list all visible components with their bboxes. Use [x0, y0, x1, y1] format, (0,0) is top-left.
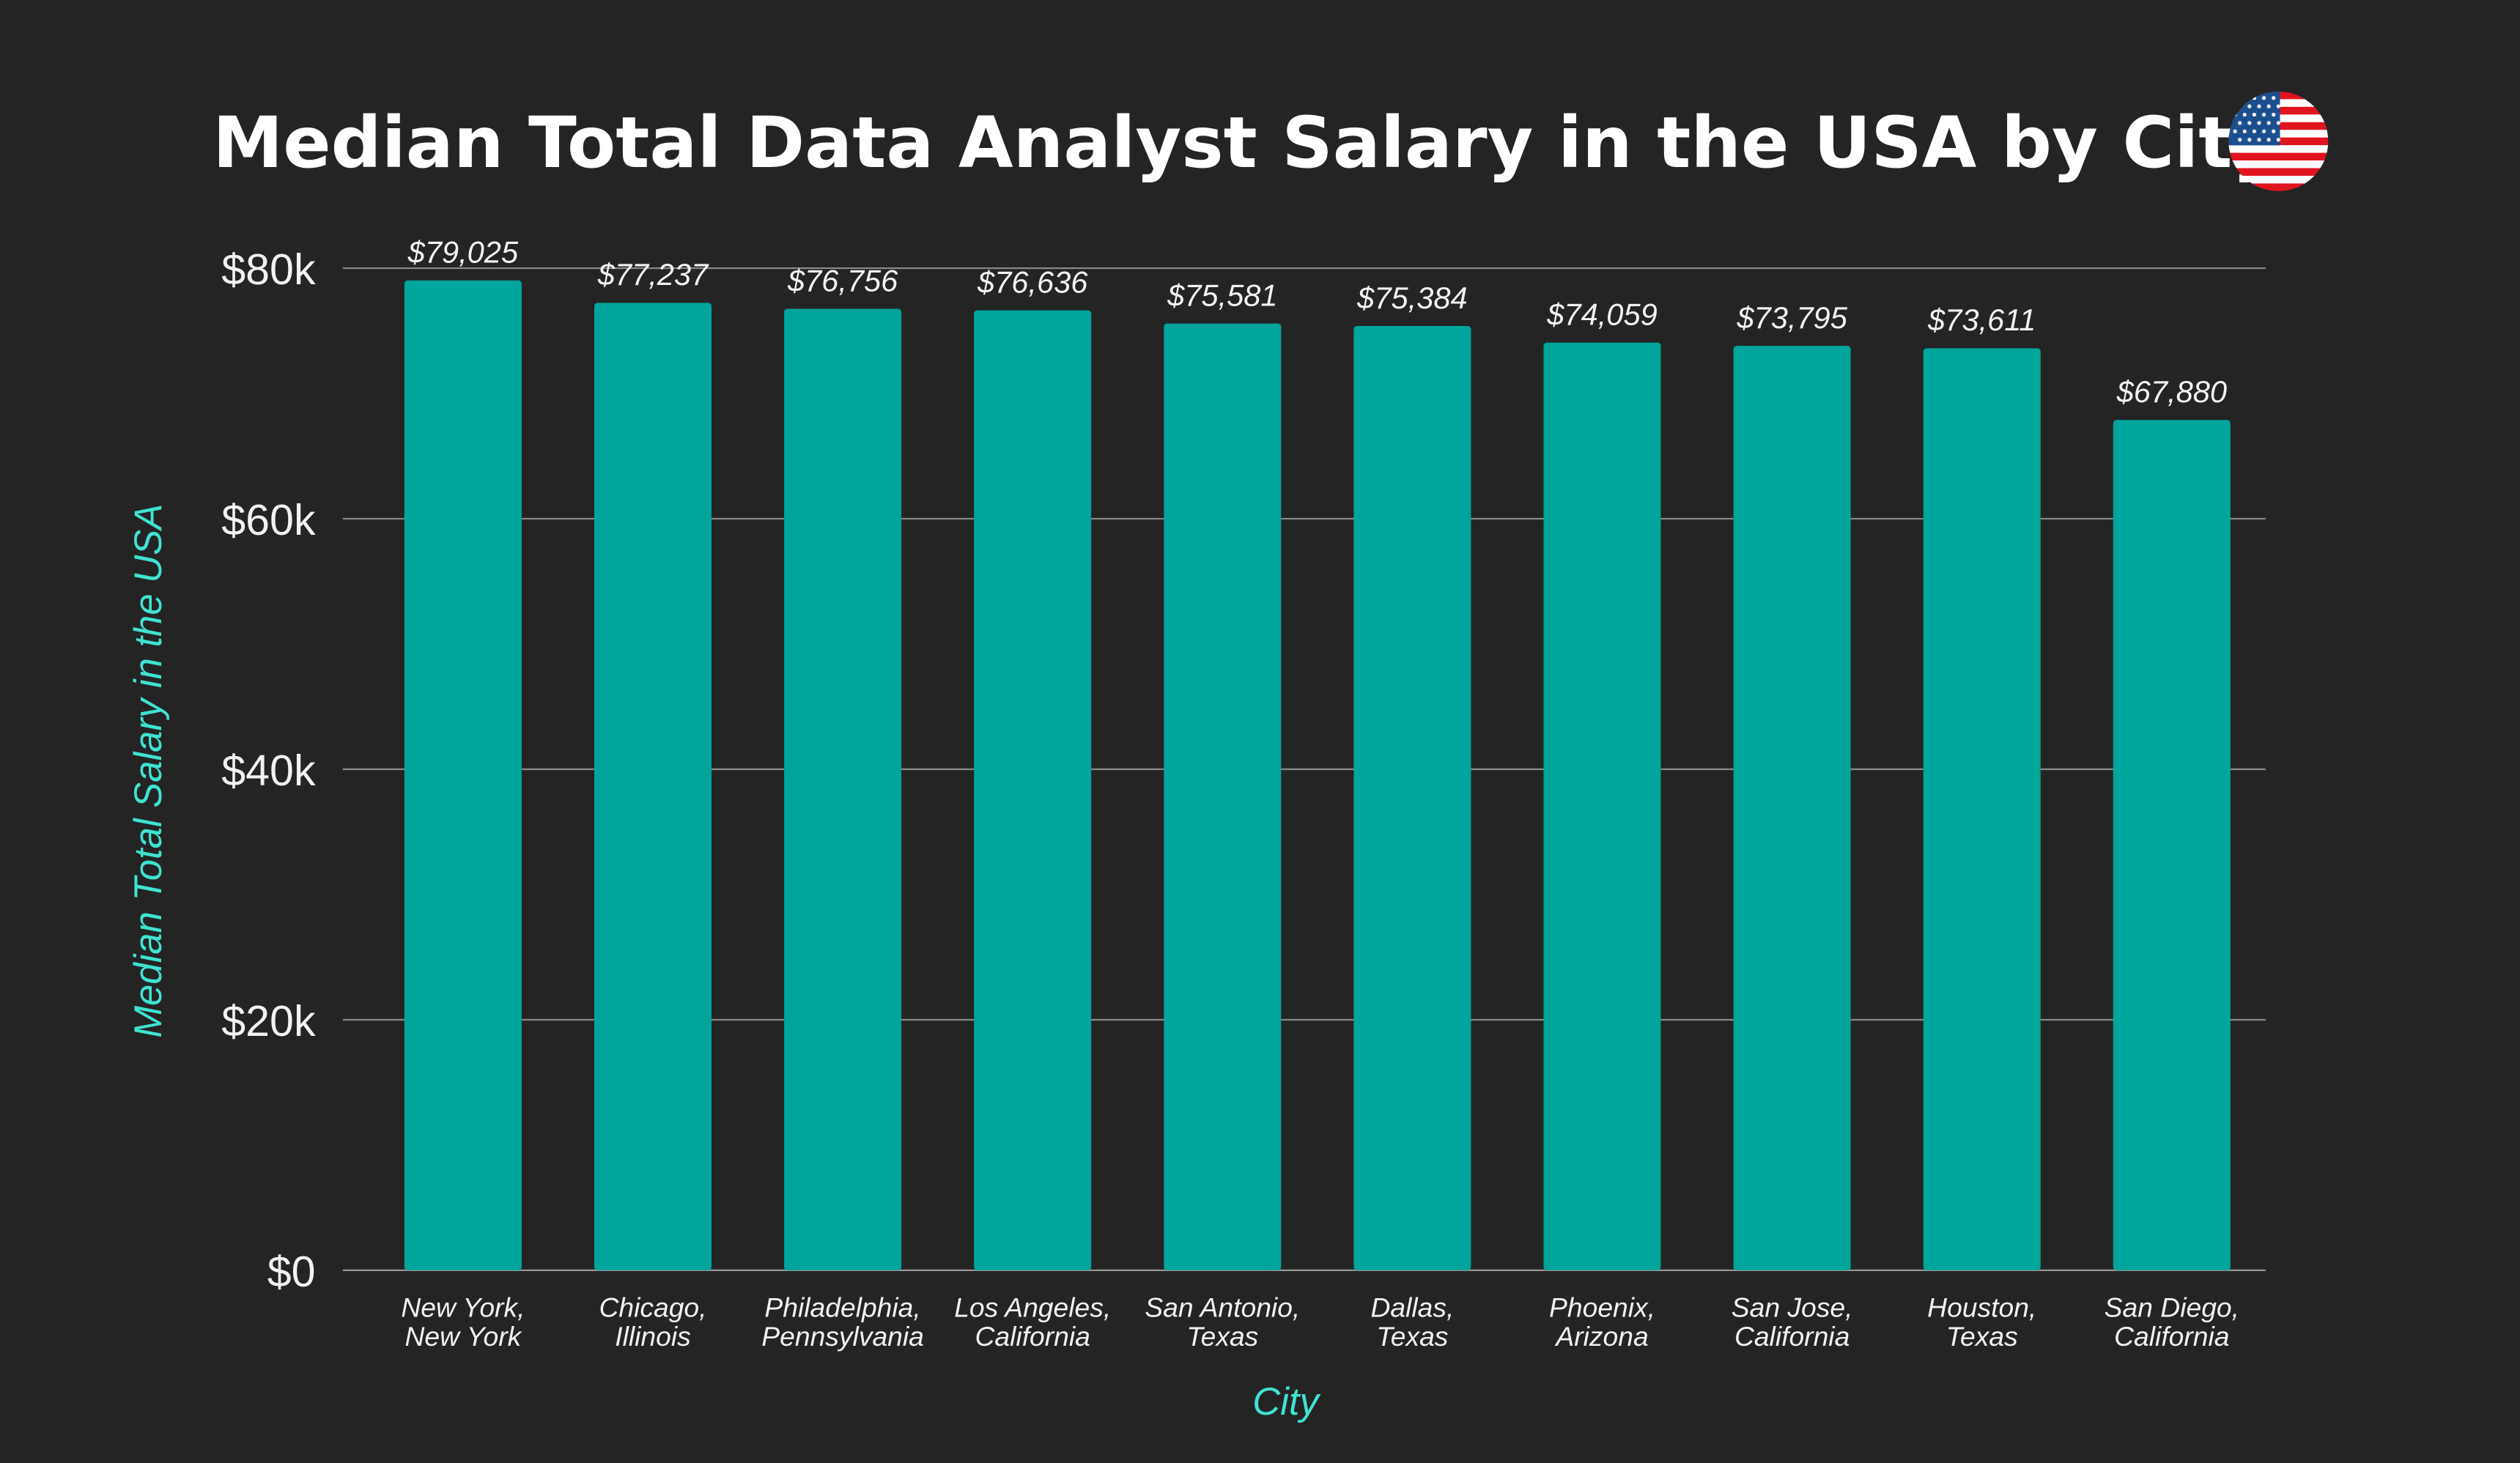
flag-star — [2257, 121, 2261, 125]
y-tick-label: $0 — [267, 1247, 316, 1296]
bar — [974, 310, 1092, 1270]
x-tick-label: Texas — [1376, 1321, 1448, 1352]
flag-star — [2261, 96, 2266, 100]
flag-stripe — [2228, 152, 2329, 161]
bar — [1543, 342, 1661, 1270]
x-tick-label: Houston, — [1927, 1292, 2036, 1323]
flag-star — [2261, 129, 2266, 133]
flag-stripe — [2228, 168, 2329, 177]
x-tick-label: Illinois — [615, 1321, 691, 1352]
x-axis-title: City — [1252, 1380, 1320, 1423]
bar — [404, 280, 522, 1270]
flag-star — [2257, 104, 2261, 108]
flag-star — [2257, 138, 2261, 142]
x-tick-label: Texas — [1186, 1321, 1258, 1352]
y-tick-label: $60k — [221, 495, 316, 544]
data-label: $76,636 — [977, 264, 1088, 299]
flag-star — [2242, 129, 2247, 133]
x-tick-label: Philadelphia, — [764, 1292, 920, 1323]
data-label: $73,795 — [1736, 300, 1847, 335]
flag-star — [2266, 104, 2271, 108]
flag-stripe — [2228, 183, 2329, 191]
usa-flag-circle-icon — [2228, 91, 2329, 191]
x-tick-label: Chicago, — [599, 1292, 706, 1323]
flag-star — [2233, 129, 2237, 133]
x-tick-label: San Diego, — [2105, 1292, 2239, 1323]
y-tick-label: $20k — [221, 996, 316, 1045]
data-label: $77,237 — [597, 257, 709, 292]
data-label: $67,880 — [2116, 374, 2227, 409]
bar — [1353, 326, 1471, 1270]
bar — [784, 308, 902, 1270]
flag-star — [2266, 138, 2271, 142]
flag-stripe — [2228, 160, 2329, 169]
x-tick-label: San Jose, — [1732, 1292, 1853, 1323]
flag-star — [2261, 112, 2266, 117]
flag-star — [2252, 129, 2257, 133]
y-tick-label: $80k — [221, 245, 316, 294]
flag-star — [2276, 138, 2280, 142]
data-label: $76,756 — [787, 263, 898, 297]
flag-star — [2238, 138, 2242, 142]
flag-star — [2247, 138, 2252, 142]
x-tick-label: San Antonio, — [1145, 1292, 1300, 1323]
flag-star — [2242, 112, 2247, 117]
flag-star — [2247, 104, 2252, 108]
flag-star — [2266, 121, 2271, 125]
bar — [1164, 323, 1282, 1270]
x-tick-label: New York — [405, 1321, 523, 1352]
x-tick-label: Pennsylvania — [761, 1321, 924, 1352]
flag-star — [2276, 121, 2280, 125]
y-tick-label: $40k — [221, 746, 316, 795]
data-label: $75,384 — [1356, 281, 1467, 315]
x-tick-label: Arizona — [1554, 1321, 1648, 1352]
data-label: $74,059 — [1546, 297, 1657, 332]
x-tick-label: New York, — [401, 1292, 525, 1323]
flag-star — [2238, 121, 2242, 125]
flag-stripe — [2228, 145, 2329, 154]
chart-title: Median Total Data Analyst Salary in the … — [213, 101, 2278, 184]
x-tick-label: California — [2114, 1321, 2229, 1352]
bar — [594, 303, 712, 1270]
flag-star — [2247, 121, 2252, 125]
flag-star — [2276, 104, 2280, 108]
flag-star — [2272, 129, 2276, 133]
x-tick-label: Texas — [1946, 1321, 2018, 1352]
x-tick-label: California — [975, 1321, 1090, 1352]
bar — [1733, 346, 1851, 1270]
data-label: $79,025 — [407, 235, 519, 270]
bar — [2113, 420, 2231, 1270]
y-axis-title: Median Total Salary in the USA — [127, 504, 170, 1038]
data-label: $73,611 — [1927, 303, 2036, 337]
flag-stripe — [2228, 175, 2329, 185]
x-tick-label: Los Angeles, — [954, 1292, 1111, 1323]
bar — [1923, 348, 2041, 1270]
flag-star — [2252, 112, 2257, 117]
flag-star — [2272, 112, 2276, 117]
x-tick-label: Dallas, — [1370, 1292, 1454, 1323]
x-tick-label: California — [1734, 1321, 1850, 1352]
x-tick-label: Phoenix, — [1549, 1292, 1655, 1323]
flag-star — [2272, 96, 2276, 100]
data-label: $75,581 — [1167, 278, 1277, 313]
